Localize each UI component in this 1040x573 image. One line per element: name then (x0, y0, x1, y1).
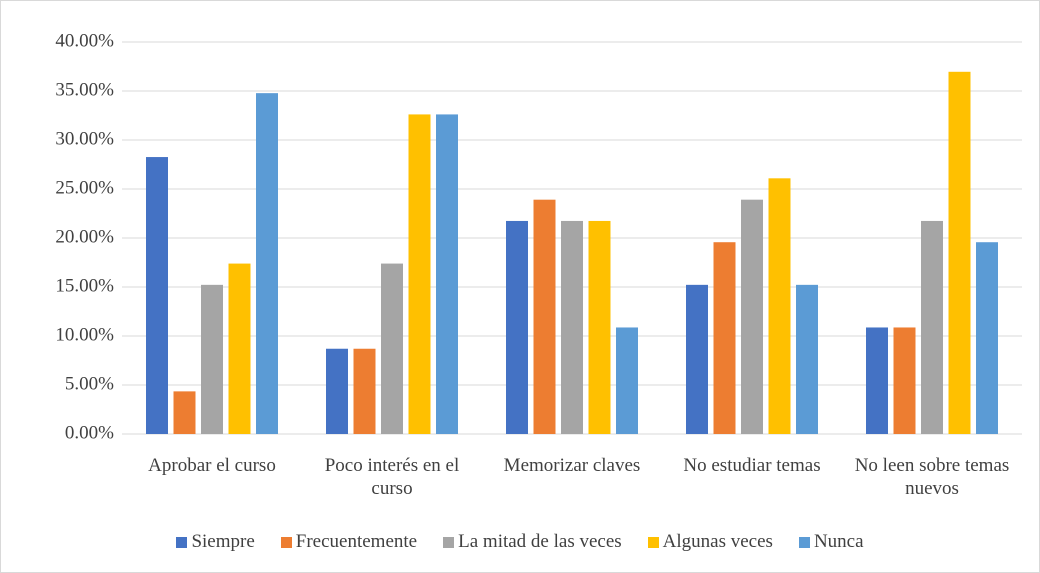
legend-swatch (798, 536, 810, 548)
legend-swatch (176, 536, 188, 548)
bar (436, 114, 458, 434)
bar (353, 348, 376, 434)
x-tick-label: Aprobar el curso (148, 455, 276, 476)
bar (561, 220, 583, 434)
y-tick-label: 15.00% (55, 275, 114, 296)
bar (326, 348, 348, 434)
y-tick-label: 25.00% (55, 177, 114, 198)
bar (228, 263, 251, 434)
bar (616, 327, 638, 434)
legend-swatch (647, 536, 659, 548)
legend-item: La mitad de las veces (443, 531, 622, 553)
bar (741, 199, 763, 434)
bar (506, 220, 528, 434)
bar (768, 178, 791, 434)
legend-item: Nunca (798, 531, 864, 553)
legend-label: Siempre (191, 531, 255, 552)
bar (948, 71, 971, 435)
legend-swatch (280, 536, 292, 548)
legend-label: Algunas veces (662, 531, 773, 552)
legend-item: Siempre (176, 531, 255, 553)
x-tick-label: No leen sobre temas nuevos (854, 455, 1010, 499)
bar (256, 93, 278, 434)
y-tick-label: 40.00% (55, 30, 114, 51)
bar (588, 220, 611, 434)
y-tick-label: 10.00% (55, 324, 114, 345)
bar (381, 263, 403, 434)
y-tick-label: 5.00% (65, 373, 114, 394)
legend-label: Frecuentemente (295, 531, 418, 552)
bar (921, 220, 943, 434)
bar (893, 327, 916, 434)
y-tick-label: 35.00% (55, 79, 114, 100)
bar (713, 242, 736, 434)
bar (686, 284, 708, 434)
legend-item: Algunas veces (647, 531, 773, 553)
legend-label: La mitad de las veces (458, 531, 622, 552)
bar (146, 157, 168, 434)
bar (408, 114, 431, 434)
y-tick-label: 0.00% (65, 422, 114, 443)
bar (976, 242, 998, 434)
legend-swatch (443, 536, 455, 548)
bar (796, 284, 818, 434)
legend-item: Frecuentemente (280, 531, 418, 553)
bar (866, 327, 888, 434)
legend: Siempre Frecuentemente La mitad de las vec… (0, 531, 1040, 553)
bar (533, 199, 556, 434)
x-tick-label: No estudiar temas (683, 455, 821, 476)
y-tick-label: 20.00% (55, 226, 114, 247)
x-tick-label: Memorizar claves (503, 455, 641, 476)
legend-label: Nunca (813, 531, 864, 552)
y-tick-label: 30.00% (55, 128, 114, 149)
bar (173, 391, 196, 434)
bar (201, 284, 223, 434)
x-tick-label: Poco interés en el curso (324, 455, 460, 499)
